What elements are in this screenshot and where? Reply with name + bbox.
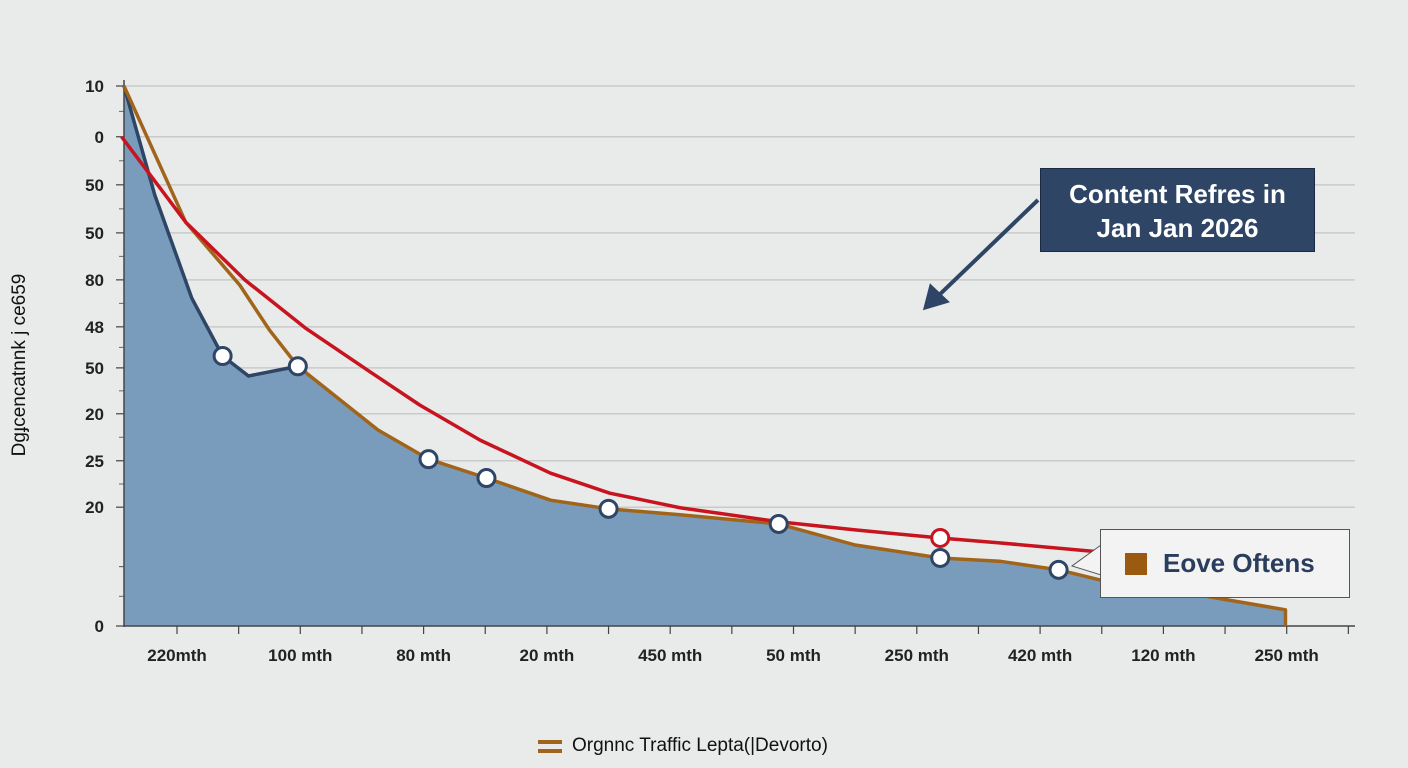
callout-text: Eove Oftens — [1163, 548, 1315, 578]
y-tick-label: 50 — [85, 224, 104, 243]
x-tick-label: 250 mth — [1255, 646, 1319, 665]
area-fill — [123, 86, 1286, 626]
x-tick-label: 120 mth — [1131, 646, 1195, 665]
y-tick-label: 20 — [85, 405, 104, 424]
annotation-content-refresh: Content Refres in Jan Jan 2026 — [1040, 168, 1315, 252]
y-tick-label: 0 — [95, 128, 104, 147]
series-line-red — [120, 135, 1101, 554]
annotation-line-2: Jan Jan 2026 — [1096, 213, 1259, 243]
y-tick-label: 50 — [85, 176, 104, 195]
x-tick-label: 250 mth — [885, 646, 949, 665]
x-tick-label: 20 mth — [520, 646, 575, 665]
y-tick-label: 0 — [95, 617, 104, 636]
data-point-marker — [1048, 559, 1069, 580]
annotation-arrow — [936, 198, 1040, 298]
annotation-arrowhead — [922, 283, 950, 311]
y-tick-label: 80 — [85, 271, 104, 290]
y-tick-label: 10 — [85, 77, 104, 96]
data-point-marker — [287, 356, 308, 377]
x-tick-label: 220mth — [147, 646, 207, 665]
x-tick-label: 50 mth — [766, 646, 821, 665]
legend-swatch — [538, 739, 562, 753]
y-tick-label: 50 — [85, 359, 104, 378]
data-point-marker — [598, 498, 619, 519]
data-point-marker — [418, 449, 439, 470]
data-point-marker — [212, 346, 233, 366]
x-tick-label: 450 mth — [638, 646, 702, 665]
legend: Orgnnc Traffic Lepta(|Devorto) — [538, 735, 828, 757]
y-axis-label: Dgɟcencatnnk j ce659 — [9, 273, 30, 457]
y-tick-label: 48 — [85, 318, 104, 337]
series-line-brown — [122, 85, 1288, 626]
x-tick-label: 80 mth — [396, 646, 451, 665]
legend-label: Orgnnc Traffic Lepta(|Devorto) — [572, 735, 828, 756]
annotation-line-1: Content Refres in — [1069, 179, 1286, 209]
data-point-marker-red — [930, 527, 951, 548]
x-tick-label: 100 mth — [268, 646, 332, 665]
callout-label: Eove Oftens — [1100, 529, 1350, 598]
data-point-marker — [768, 513, 789, 534]
callout-swatch — [1125, 552, 1147, 575]
y-tick-label: 20 — [85, 498, 104, 517]
x-tick-label: 420 mth — [1008, 646, 1072, 665]
y-tick-label: 25 — [85, 452, 104, 471]
data-point-marker — [476, 468, 497, 489]
data-point-marker — [930, 547, 951, 568]
